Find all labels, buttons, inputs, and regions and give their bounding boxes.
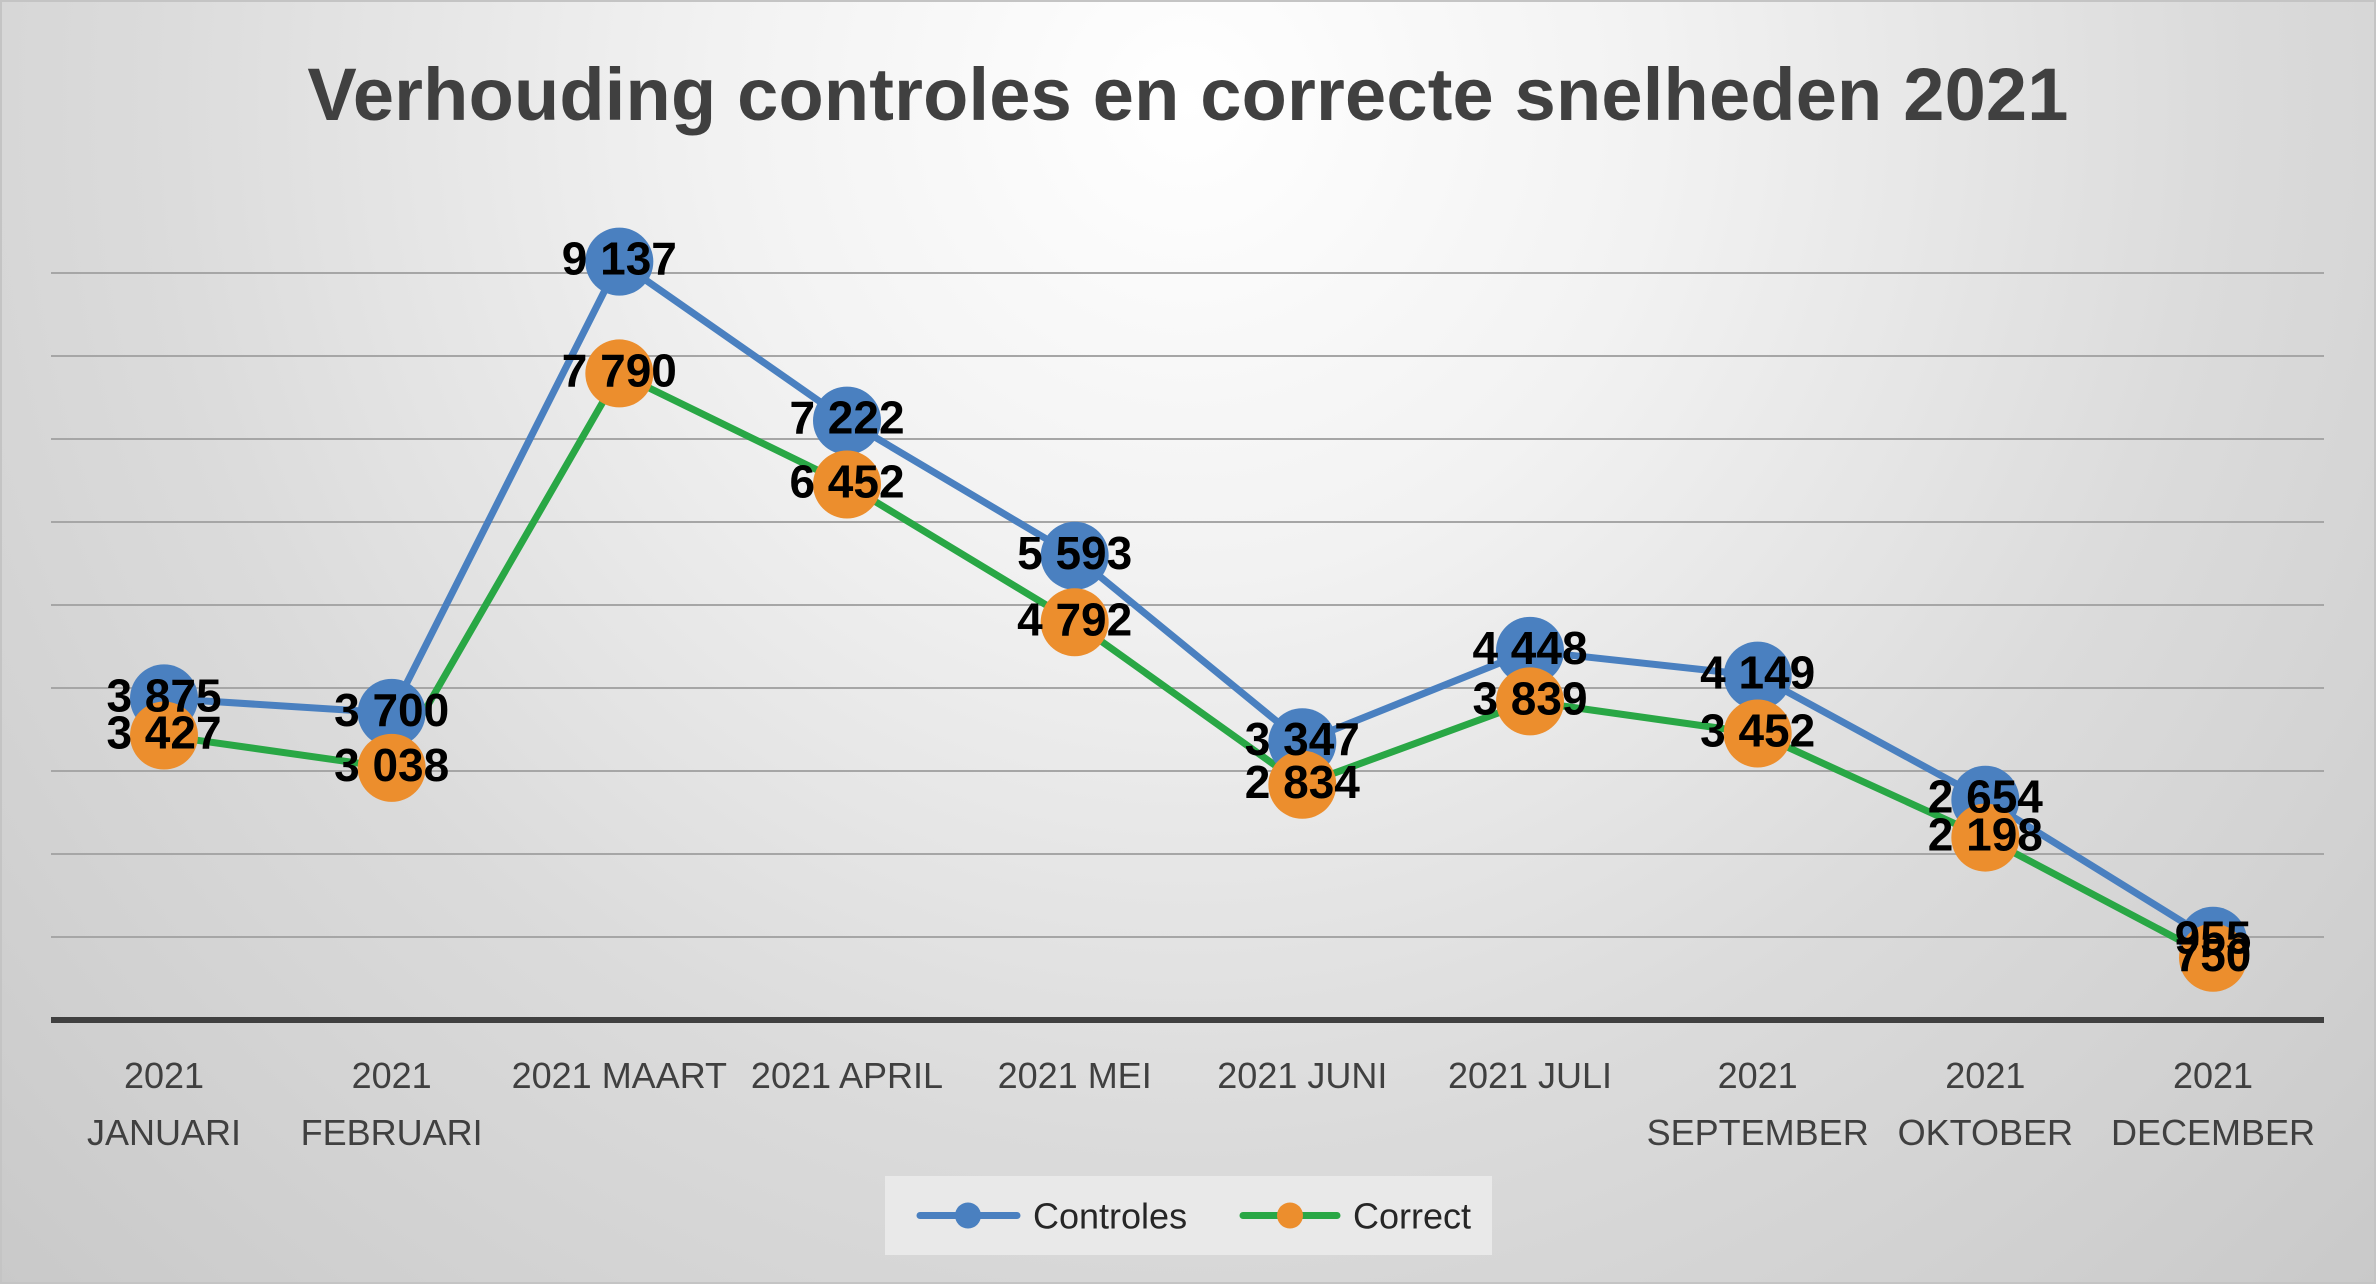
svg-text:3 038: 3 038 [334, 739, 449, 791]
svg-text:2021 MAART: 2021 MAART [512, 1055, 727, 1096]
svg-text:2021 JUNI: 2021 JUNI [1217, 1055, 1387, 1096]
svg-text:Correct: Correct [1353, 1196, 1471, 1237]
svg-text:7 222: 7 222 [789, 392, 904, 444]
svg-text:3 839: 3 839 [1472, 672, 1587, 724]
svg-text:2021: 2021 [2173, 1055, 2253, 1096]
svg-text:FEBRUARI: FEBRUARI [301, 1112, 483, 1153]
svg-text:2021 JULI: 2021 JULI [1448, 1055, 1612, 1096]
svg-text:2 834: 2 834 [1245, 756, 1361, 808]
svg-text:2021: 2021 [124, 1055, 204, 1096]
svg-text:7 790: 7 790 [562, 344, 677, 396]
svg-text:4 448: 4 448 [1472, 622, 1587, 674]
svg-text:2021: 2021 [1945, 1055, 2025, 1096]
svg-text:2021: 2021 [352, 1055, 432, 1096]
svg-text:DECEMBER: DECEMBER [2111, 1112, 2315, 1153]
svg-text:3 427: 3 427 [106, 707, 221, 759]
svg-text:4 792: 4 792 [1017, 593, 1132, 645]
svg-text:9 137: 9 137 [562, 233, 677, 285]
svg-text:3 452: 3 452 [1700, 704, 1815, 756]
svg-text:2021 APRIL: 2021 APRIL [751, 1055, 943, 1096]
svg-text:6 452: 6 452 [789, 455, 904, 507]
svg-text:JANUARI: JANUARI [87, 1112, 241, 1153]
svg-text:OKTOBER: OKTOBER [1898, 1112, 2073, 1153]
svg-text:2 198: 2 198 [1928, 809, 2043, 861]
svg-text:2021 MEI: 2021 MEI [998, 1055, 1152, 1096]
svg-text:750: 750 [2175, 929, 2252, 981]
svg-text:Controles: Controles [1033, 1196, 1187, 1237]
svg-text:5 593: 5 593 [1017, 527, 1132, 579]
svg-text:SEPTEMBER: SEPTEMBER [1647, 1112, 1869, 1153]
svg-text:4 149: 4 149 [1700, 647, 1815, 699]
svg-text:2021: 2021 [1718, 1055, 1798, 1096]
svg-text:3 700: 3 700 [334, 684, 449, 736]
